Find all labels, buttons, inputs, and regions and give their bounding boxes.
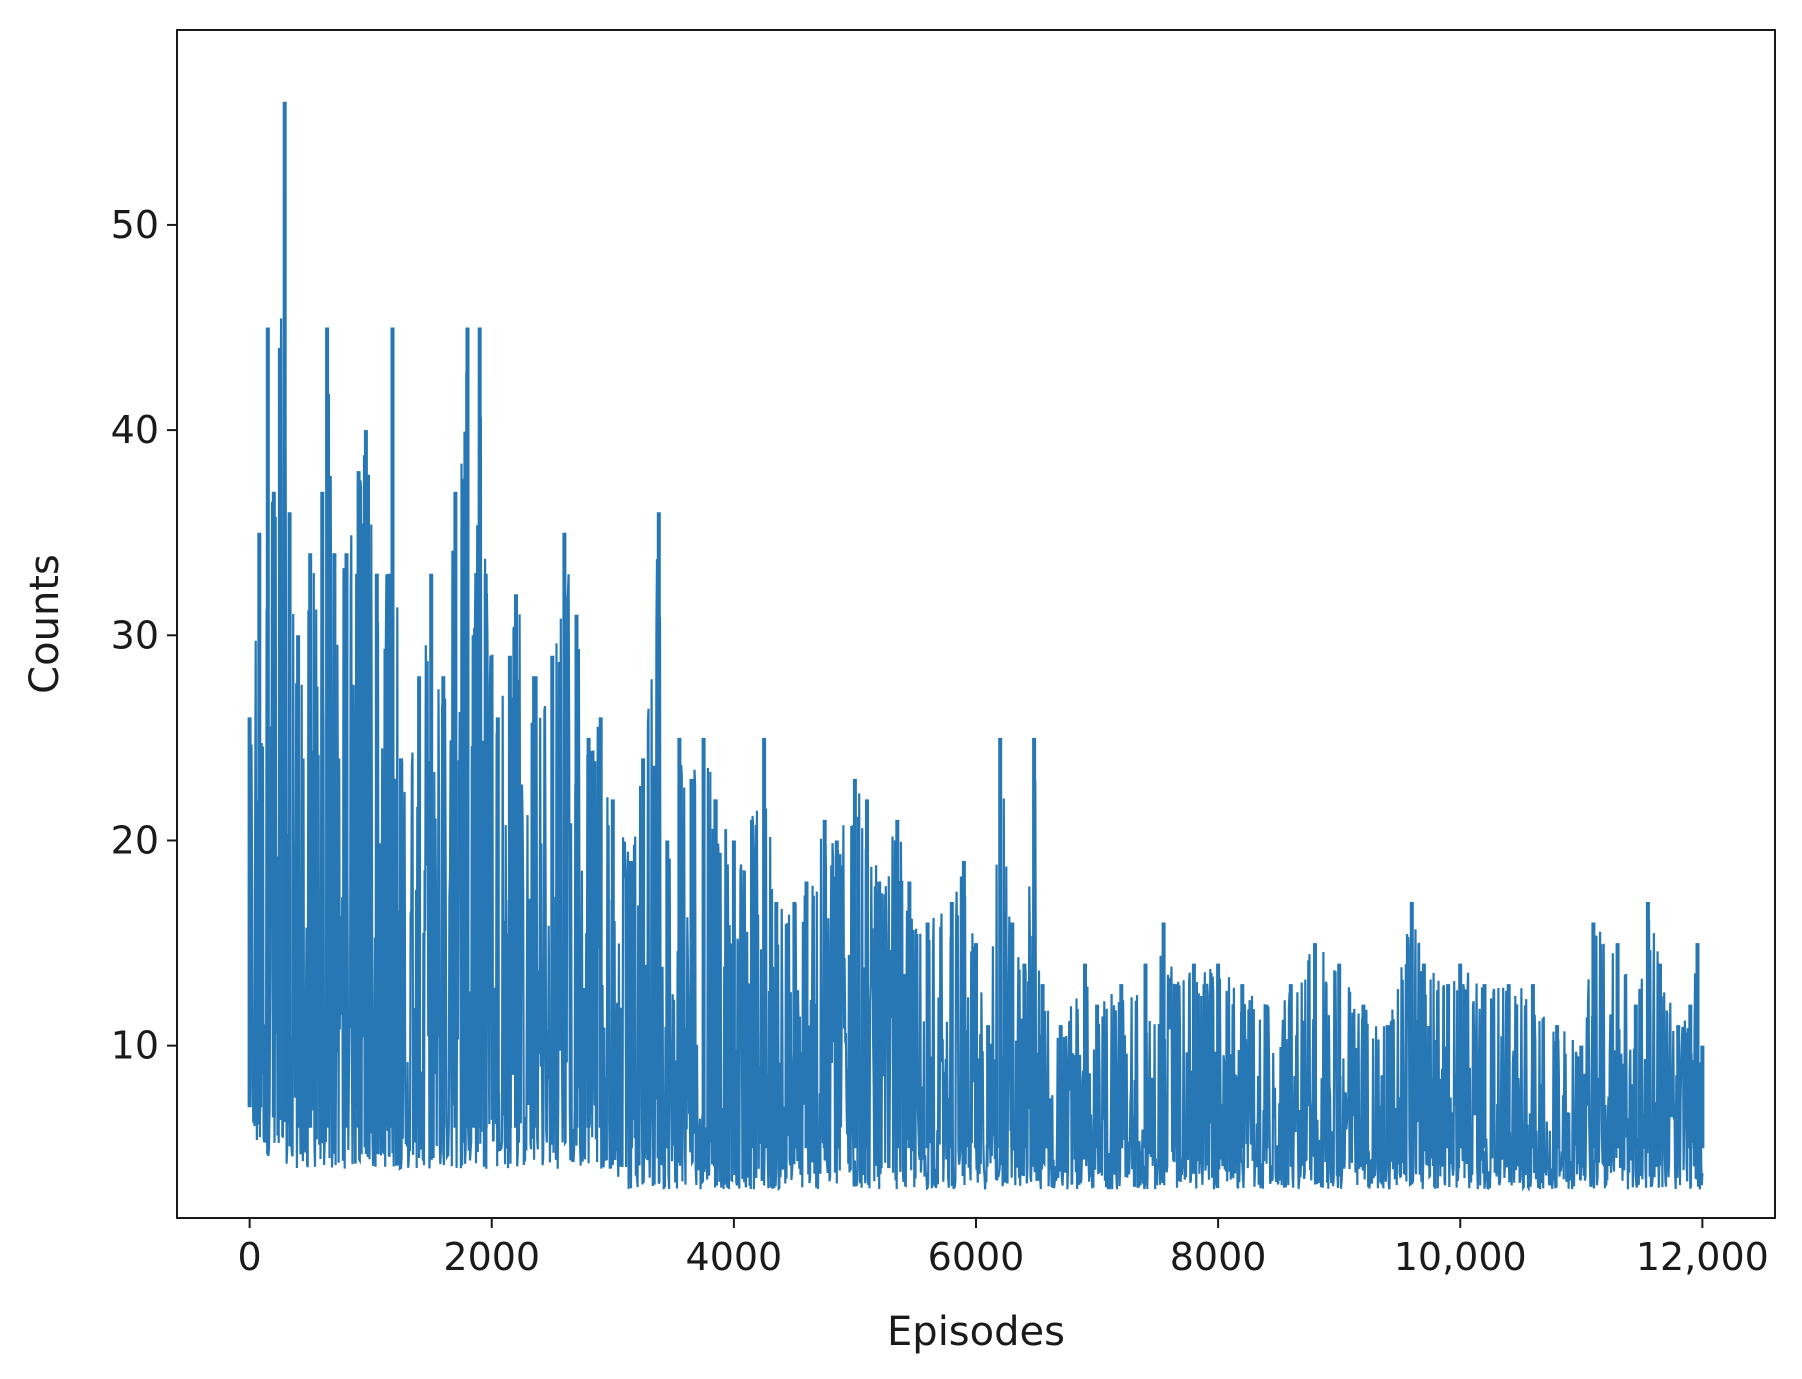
x-tick-label: 10,000 [1394,1235,1527,1279]
x-tick-label: 0 [238,1235,262,1279]
x-tick-label: 2000 [443,1235,540,1279]
x-tick-label: 6000 [928,1235,1025,1279]
y-tick-label: 20 [111,818,159,862]
plot-area [247,101,1705,1192]
y-tick-label: 30 [111,613,159,657]
y-axis: 10 20 30 40 50 [111,203,177,1068]
x-axis: 0 2000 4000 6000 8000 10,000 12,000 [238,1218,1769,1279]
x-tick-label: 4000 [686,1235,783,1279]
y-tick-label: 10 [111,1024,159,1068]
y-tick-label: 40 [111,408,159,452]
x-tick-label: 12,000 [1636,1235,1769,1279]
y-tick-label: 50 [111,203,159,247]
y-axis-label: Counts [22,554,68,694]
series-peaks [247,101,1705,1149]
x-axis-label: Episodes [887,1309,1065,1355]
x-tick-label: 8000 [1170,1235,1267,1279]
